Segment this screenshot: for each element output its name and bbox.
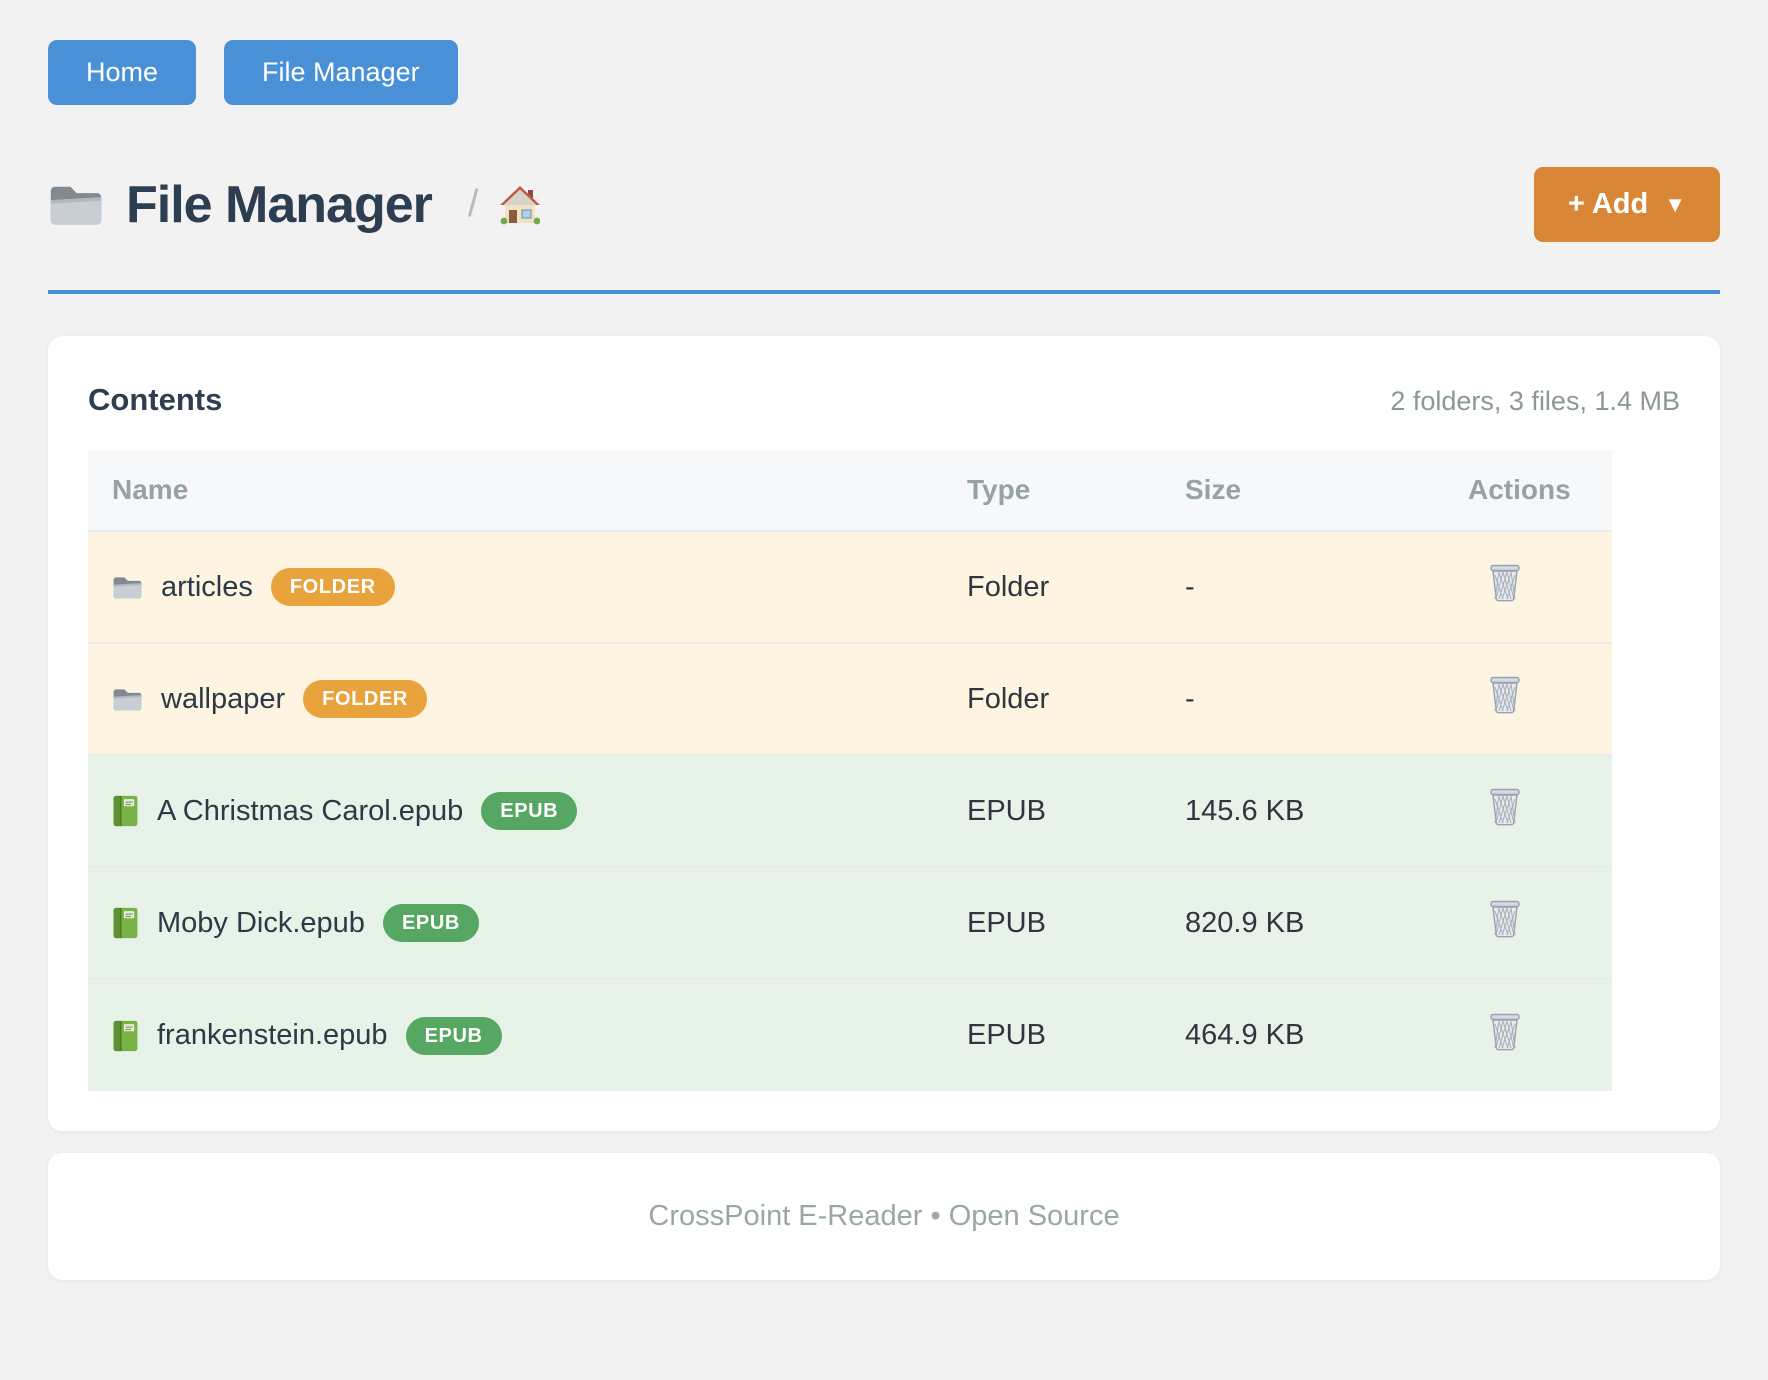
- footer: CrossPoint E-Reader • Open Source: [48, 1153, 1720, 1280]
- row-name-label: articles: [161, 570, 253, 603]
- file-table: Name Type Size Actions articles FOLDER F…: [88, 450, 1612, 1091]
- book-icon: [112, 795, 139, 827]
- cell-size: -: [1185, 570, 1195, 603]
- trash-icon: [1488, 787, 1522, 827]
- delete-button[interactable]: [1488, 1012, 1522, 1052]
- column-header-type: Type: [943, 450, 1161, 531]
- file-name-link[interactable]: wallpaper FOLDER: [112, 680, 919, 718]
- trash-icon: [1488, 563, 1522, 603]
- file-name-link[interactable]: frankenstein.epub EPUB: [112, 1016, 919, 1055]
- cell-size: -: [1185, 682, 1195, 715]
- footer-text: CrossPoint E-Reader • Open Source: [648, 1200, 1120, 1232]
- file-name-link[interactable]: A Christmas Carol.epub EPUB: [112, 792, 919, 830]
- column-header-name: Name: [88, 450, 943, 531]
- row-name-label: wallpaper: [161, 682, 286, 715]
- cell-type: EPUB: [967, 1019, 1046, 1051]
- caret-down-icon: ▼: [1664, 191, 1686, 217]
- cell-type: EPUB: [967, 794, 1046, 827]
- cell-type: EPUB: [967, 906, 1046, 939]
- folder-icon: [112, 686, 143, 713]
- contents-summary: 2 folders, 3 files, 1.4 MB: [1390, 386, 1680, 416]
- file-name-link[interactable]: articles FOLDER: [112, 568, 919, 606]
- nav-home-button[interactable]: Home: [48, 40, 197, 105]
- row-name-label: Moby Dick.epub: [157, 906, 365, 939]
- add-button-label: + Add: [1567, 188, 1649, 220]
- trash-icon: [1488, 1012, 1522, 1052]
- type-badge: EPUB: [382, 904, 479, 942]
- table-header-row: Name Type Size Actions: [88, 450, 1612, 531]
- table-row: frankenstein.epub EPUB EPUB 464.9 KB: [88, 979, 1612, 1091]
- cell-size: 820.9 KB: [1185, 906, 1305, 939]
- cell-size: 464.9 KB: [1185, 1019, 1305, 1051]
- row-name-label: frankenstein.epub: [157, 1019, 388, 1051]
- delete-button[interactable]: [1488, 899, 1522, 939]
- breadcrumb-separator: /: [467, 183, 479, 225]
- table-row: wallpaper FOLDER Folder -: [88, 643, 1612, 755]
- column-header-size: Size: [1161, 450, 1444, 531]
- nav-file-manager-button[interactable]: File Manager: [224, 40, 458, 105]
- contents-card: Contents 2 folders, 3 files, 1.4 MB Name…: [48, 336, 1720, 1131]
- folder-icon: [112, 574, 143, 601]
- table-row: articles FOLDER Folder -: [88, 531, 1612, 643]
- file-table-body: articles FOLDER Folder - wallpaper: [88, 531, 1612, 1091]
- file-name-link[interactable]: Moby Dick.epub EPUB: [112, 904, 919, 942]
- type-badge: EPUB: [481, 792, 578, 830]
- trash-icon: [1488, 899, 1522, 939]
- cell-size: 145.6 KB: [1185, 794, 1305, 827]
- type-badge: FOLDER: [270, 568, 395, 606]
- house-icon: [500, 185, 541, 225]
- column-header-actions: Actions: [1444, 450, 1612, 531]
- page-title: File Manager: [126, 175, 433, 234]
- cell-type: Folder: [967, 570, 1050, 603]
- trash-icon: [1488, 675, 1522, 715]
- type-badge: FOLDER: [303, 680, 427, 718]
- delete-button[interactable]: [1488, 675, 1522, 715]
- breadcrumb-nav: Home File Manager: [48, 40, 1720, 105]
- page-header: File Manager / + Add ▼: [48, 167, 1720, 294]
- contents-title: Contents: [88, 382, 223, 417]
- page: Home File Manager File Manager / + Add ▼…: [48, 0, 1720, 1280]
- table-row: Moby Dick.epub EPUB EPUB 820.9 KB: [88, 867, 1612, 979]
- type-badge: EPUB: [405, 1016, 502, 1055]
- folder-icon: [48, 180, 104, 230]
- table-row: A Christmas Carol.epub EPUB EPUB 145.6 K…: [88, 755, 1612, 867]
- book-icon: [112, 1020, 139, 1052]
- row-name-label: A Christmas Carol.epub: [157, 794, 464, 827]
- cell-type: Folder: [967, 682, 1050, 715]
- book-icon: [112, 907, 139, 939]
- breadcrumb-home-link[interactable]: [500, 185, 541, 225]
- add-button[interactable]: + Add ▼: [1533, 167, 1720, 242]
- delete-button[interactable]: [1488, 563, 1522, 603]
- delete-button[interactable]: [1488, 787, 1522, 827]
